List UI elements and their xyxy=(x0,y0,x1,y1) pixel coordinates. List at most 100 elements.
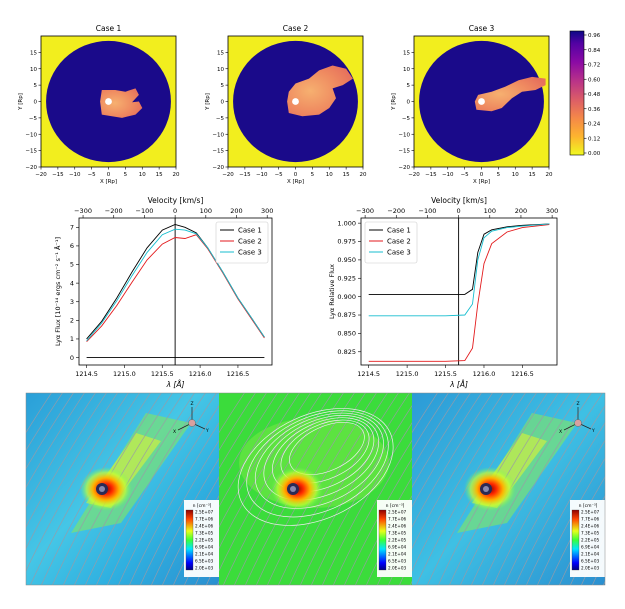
colorbar-tick-label: 2.0E+03 xyxy=(195,566,213,571)
colorbar-tick-label: 7.7E+06 xyxy=(388,517,406,522)
y-tick-label: 15 xyxy=(403,50,410,56)
streamline xyxy=(416,393,526,585)
planet-highlight xyxy=(483,486,489,492)
colorbar-tick-label: 0.00 xyxy=(588,151,601,157)
y-tick-label: 5 xyxy=(34,83,38,89)
y-axis-label: Y [Rp] xyxy=(18,93,24,111)
streamline xyxy=(515,422,605,585)
streamline xyxy=(526,439,605,585)
legend: Case 1 Case 2 Case 3 xyxy=(364,221,418,264)
x-tick-label: 1215.5 xyxy=(434,370,457,378)
y-tick-label: −15 xyxy=(212,149,224,155)
series-line-case-1 xyxy=(368,223,550,295)
gas-cloud xyxy=(474,76,546,112)
legend-label: Case 3 xyxy=(238,249,262,257)
x-tick-label: 20 xyxy=(173,172,180,178)
x-tick-label: 20 xyxy=(546,172,553,178)
streamline xyxy=(412,393,471,488)
streamline xyxy=(300,393,410,585)
y-tick-label: −5 xyxy=(216,116,225,122)
top-tick-label: −100 xyxy=(419,207,437,215)
colorbar-tick-label: 2.4E+06 xyxy=(581,524,599,529)
streamline xyxy=(219,393,256,451)
streamline xyxy=(412,393,460,470)
colorbar-tick-label: 6.5E+03 xyxy=(195,559,213,564)
top-tick-label: 0 xyxy=(173,207,177,215)
colorbar-tick-label: 2.4E+06 xyxy=(195,524,213,529)
colorbar-tick-label: 6.9E+04 xyxy=(195,545,213,550)
streamline xyxy=(219,393,322,572)
streamline xyxy=(219,393,311,550)
axis-label-x: X xyxy=(173,429,176,435)
top-tick-label: −100 xyxy=(136,207,154,215)
colorbar-tick-label: 6.5E+03 xyxy=(581,559,599,564)
streamline xyxy=(344,457,412,585)
field-loop xyxy=(263,415,380,501)
colorbar-tick-label: 7.3E+05 xyxy=(195,531,213,536)
colorbar-tick-label: 2.5E+07 xyxy=(581,510,599,515)
y-tick-label: 5 xyxy=(70,261,74,269)
axis-label-x: X xyxy=(559,429,562,435)
streamline xyxy=(493,393,603,585)
streamline xyxy=(173,495,219,585)
legend-label: Case 1 xyxy=(387,227,411,235)
x-tick-label: −15 xyxy=(52,172,64,178)
y-tick-label: 1 xyxy=(70,335,74,343)
plot-title: Case 2 xyxy=(283,24,309,33)
streamline xyxy=(96,393,206,585)
top-tick-label: 0 xyxy=(457,207,461,215)
streamline xyxy=(548,476,605,585)
x-tick-label: −10 xyxy=(256,172,268,178)
streamline xyxy=(621,383,625,595)
x-tick-label: 1215.0 xyxy=(113,370,136,378)
streamline xyxy=(289,393,399,585)
colorbar-tick-label: 6.9E+04 xyxy=(581,545,599,550)
x-axis-label: X [Rp] xyxy=(473,179,490,185)
x-tick-label: 1216.5 xyxy=(227,370,250,378)
colorbar-tick-label: 7.7E+06 xyxy=(581,517,599,522)
axis-label-y: Y xyxy=(205,428,209,434)
legend-label: Case 3 xyxy=(387,249,411,257)
x-tick-label: 15 xyxy=(156,172,163,178)
series-line-case-3 xyxy=(86,228,265,342)
colorbar-gradient xyxy=(569,30,585,156)
axes-triad: Z X Y xyxy=(173,401,209,435)
y-tick-label: 6 xyxy=(70,242,74,250)
x-tick-label: 1215.5 xyxy=(151,370,174,378)
y-tick-label: 15 xyxy=(30,50,37,56)
streamline xyxy=(559,495,605,585)
y-tick-label: 0.850 xyxy=(337,330,356,338)
streamline xyxy=(537,457,605,585)
top-tick-label: 200 xyxy=(515,207,527,215)
planet-marker xyxy=(292,98,299,105)
y-tick-label: 0 xyxy=(221,100,225,106)
colorbar-tick-label: 0.24 xyxy=(588,122,601,128)
colorbar-gradient xyxy=(378,509,387,571)
streamline xyxy=(412,393,482,508)
lya-relative-flux-chart: 1214.5 1215.0 1215.5 1216.0 1216.5 λ [Å] −300 −… xyxy=(328,196,558,389)
colorbar-tick-label: 7.7E+06 xyxy=(195,517,213,522)
streamline xyxy=(412,393,438,434)
x-tick-label: −5 xyxy=(461,172,470,178)
colorbar-tick-label: 2.4E+06 xyxy=(388,524,406,529)
streamline xyxy=(504,405,605,585)
axis-label-z: Z xyxy=(577,401,580,407)
streamline xyxy=(219,393,245,434)
top-tick-label: −200 xyxy=(105,207,123,215)
legend-label: Case 2 xyxy=(238,238,262,246)
y-tick-label: 4 xyxy=(70,279,74,287)
streamline xyxy=(118,405,219,585)
streamline xyxy=(26,393,107,528)
field-loop xyxy=(272,417,375,492)
streamline xyxy=(412,393,493,528)
colorbar-tick-label: 7.3E+05 xyxy=(581,531,599,536)
axes-triad: Z X Y xyxy=(559,401,595,435)
x-tick-label: −10 xyxy=(442,172,454,178)
streamline xyxy=(26,393,118,550)
y-tick-label: −20 xyxy=(25,165,37,171)
streamline xyxy=(610,383,625,595)
plot-title: Case 1 xyxy=(96,24,122,33)
colorbar-tick-label: 2.2E+05 xyxy=(581,538,599,543)
top-tick-label: 100 xyxy=(484,207,496,215)
colorbar-tick-label: 2.1E+04 xyxy=(581,552,599,557)
